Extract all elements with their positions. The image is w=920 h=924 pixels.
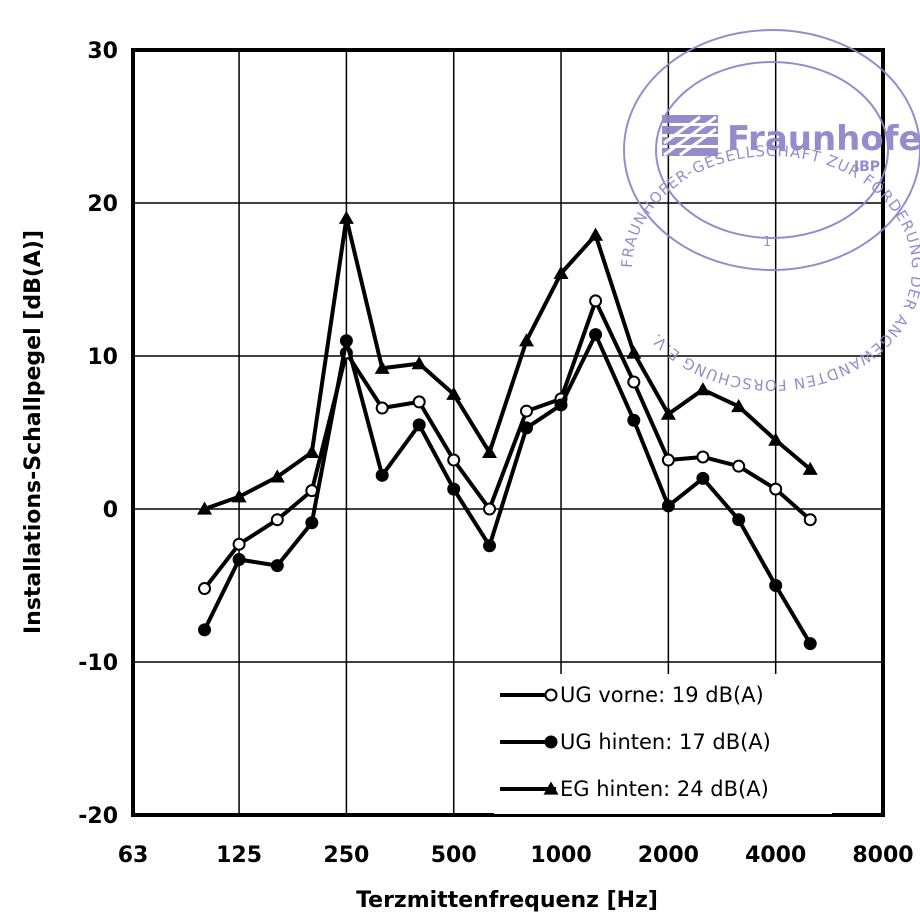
data-point: [589, 328, 603, 342]
data-point: [305, 516, 319, 530]
x-tick-label: 4000: [745, 843, 806, 868]
data-point: [661, 499, 675, 513]
x-tick-label: 63: [118, 843, 149, 868]
stamp-number: 1: [763, 235, 771, 250]
data-point: [769, 579, 783, 592]
data-point: [554, 398, 568, 412]
series-layer: [197, 210, 818, 651]
data-point: [447, 482, 461, 496]
x-tick-label: 500: [431, 843, 477, 868]
legend-entry: UG vorne: 19 dB(A): [560, 683, 764, 707]
legend-marker: [544, 735, 558, 749]
grid: [133, 50, 883, 815]
data-point: [483, 539, 497, 553]
data-point: [695, 382, 711, 396]
series-2: [198, 328, 817, 651]
y-tick-label: 10: [87, 345, 118, 370]
fraunhofer-stamp: Fraunhofer IBP 1 FRAUNHOFER-GESELLSCHAFT…: [618, 29, 920, 394]
y-tick-label: 30: [87, 39, 118, 64]
series-1: [198, 294, 817, 596]
data-point: [446, 386, 462, 400]
stamp-outer-ring: [623, 29, 920, 271]
data-point: [518, 333, 534, 347]
y-tick-label: 20: [87, 192, 118, 217]
data-point: [375, 401, 389, 415]
data-point: [519, 421, 533, 435]
data-point: [731, 398, 747, 413]
data-point: [447, 453, 461, 467]
x-tick-label: 1000: [530, 843, 591, 868]
data-point: [696, 450, 710, 464]
data-point: [197, 501, 213, 515]
data-point: [553, 265, 569, 280]
data-point: [696, 471, 710, 485]
data-point: [588, 227, 604, 241]
data-point: [232, 552, 246, 566]
data-point: [589, 294, 603, 308]
data-point: [412, 418, 426, 432]
y-tick-label: -10: [78, 651, 118, 676]
stamp-brand: Fraunhofer: [727, 119, 920, 159]
y-tick-label: 0: [103, 498, 118, 523]
data-point: [232, 537, 246, 551]
x-tick-label: 8000: [852, 843, 913, 868]
x-tick-label: 250: [323, 843, 369, 868]
x-tick-label: 125: [216, 843, 262, 868]
x-axis-title: Terzmittenfrequenz [Hz]: [356, 888, 658, 913]
y-axis-title: Installations-Schallpegel [dB(A)]: [21, 230, 46, 634]
data-point: [769, 482, 783, 496]
y-tick-label: -20: [78, 804, 118, 829]
data-point: [802, 461, 818, 475]
data-point: [661, 453, 675, 467]
data-point: [627, 375, 641, 389]
data-point: [660, 406, 676, 420]
legend-marker: [544, 688, 558, 702]
tick-labels: 63 125 250 500 1000 2000 4000 8000 -20 -10 0 10 20 30: [78, 39, 913, 868]
data-point: [338, 210, 354, 224]
data-point: [412, 395, 426, 409]
legend-entry: UG hinten: 17 dB(A): [560, 730, 771, 754]
data-point: [270, 513, 284, 527]
series-line: [202, 332, 812, 645]
plot-frame: [131, 48, 885, 817]
x-tick-label: 2000: [638, 843, 699, 868]
data-point: [231, 489, 247, 503]
legend-entry: EG hinten: 24 dB(A): [560, 777, 769, 801]
data-point: [198, 623, 212, 637]
data-point: [198, 582, 212, 596]
data-point: [627, 413, 641, 427]
data-point: [483, 502, 497, 516]
stamp-inner-ring: [655, 61, 889, 239]
data-point: [374, 360, 390, 374]
data-point: [768, 432, 784, 446]
data-point: [732, 459, 746, 473]
data-point: [626, 345, 642, 359]
data-point: [411, 356, 427, 370]
data-point: [270, 559, 284, 573]
legend: UG vorne: 19 dB(A) UG hinten: 17 dB(A) EG …: [494, 674, 832, 814]
data-point: [803, 637, 817, 651]
plot-border: [131, 48, 885, 817]
stamp-institute: IBP: [854, 159, 880, 175]
data-point: [803, 513, 817, 527]
stamp-logo-icon: [662, 115, 718, 157]
data-point: [269, 469, 285, 483]
data-point: [339, 334, 353, 348]
data-point: [732, 513, 746, 527]
data-point: [375, 468, 389, 482]
data-point: [304, 444, 320, 459]
data-point: [519, 404, 533, 418]
series-3: [197, 210, 818, 515]
data-point: [482, 444, 498, 459]
legend-marker: [543, 781, 559, 795]
